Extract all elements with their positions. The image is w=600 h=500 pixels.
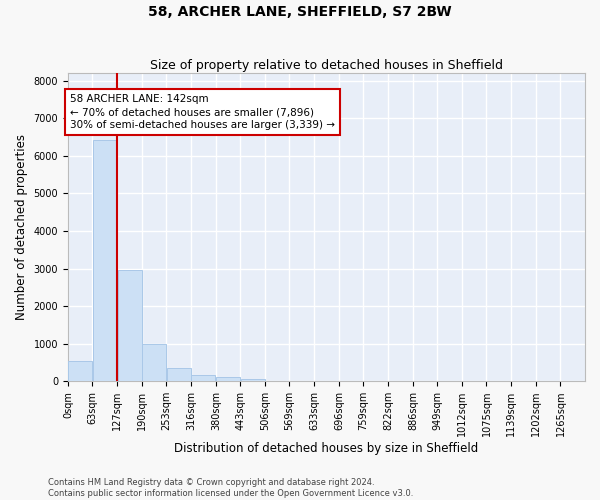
Title: Size of property relative to detached houses in Sheffield: Size of property relative to detached ho… <box>150 59 503 72</box>
Text: 58 ARCHER LANE: 142sqm
← 70% of detached houses are smaller (7,896)
30% of semi-: 58 ARCHER LANE: 142sqm ← 70% of detached… <box>70 94 335 130</box>
Bar <box>167 368 191 381</box>
Bar <box>92 140 117 381</box>
Bar <box>142 344 166 381</box>
Y-axis label: Number of detached properties: Number of detached properties <box>15 134 28 320</box>
Text: 58, ARCHER LANE, SHEFFIELD, S7 2BW: 58, ARCHER LANE, SHEFFIELD, S7 2BW <box>148 5 452 19</box>
Bar <box>118 270 142 381</box>
Bar <box>216 378 240 381</box>
Bar <box>68 362 92 381</box>
Bar <box>191 375 215 381</box>
Bar <box>241 379 265 381</box>
Text: Contains HM Land Registry data © Crown copyright and database right 2024.
Contai: Contains HM Land Registry data © Crown c… <box>48 478 413 498</box>
X-axis label: Distribution of detached houses by size in Sheffield: Distribution of detached houses by size … <box>175 442 479 455</box>
